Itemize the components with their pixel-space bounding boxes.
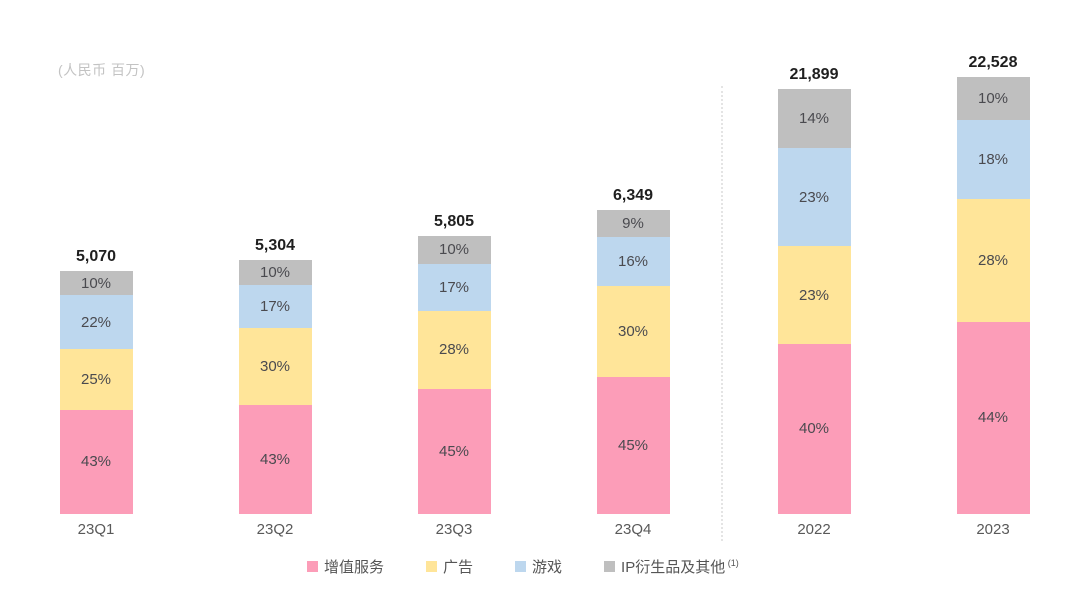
legend-item-广告: 广告 [426, 556, 473, 577]
percent-label: 10% [438, 241, 470, 259]
bar-23Q2: 10% 17% 30% 43% [238, 259, 312, 514]
percent-label: 43% [259, 450, 291, 468]
unit-label: (人民币 百万) [58, 62, 146, 78]
segment-广告: 28% [956, 199, 1030, 322]
percent-label: 18% [977, 151, 1009, 169]
percent-label: 14% [798, 110, 830, 128]
percent-label: 30% [259, 358, 291, 376]
segment-IP衍生品及其他: 10% [417, 235, 491, 264]
segment-增值服务: 45% [596, 377, 670, 514]
segment-增值服务: 45% [417, 388, 491, 514]
segment-广告: 30% [596, 285, 670, 378]
legend: 增值服务 广告 游戏 IP衍生品及其他 (1) [307, 556, 739, 577]
x-axis-label-23Q4: 23Q4 [614, 521, 652, 538]
total-label: 5,304 [254, 236, 296, 254]
percent-label: 45% [438, 442, 470, 460]
percent-label: 9% [622, 214, 644, 232]
total-label: 6,349 [612, 186, 654, 204]
percent-label: 40% [798, 420, 830, 438]
legend-swatch [307, 561, 318, 572]
percent-label: 17% [259, 298, 291, 316]
percent-label: 30% [617, 322, 649, 340]
bar-23Q3: 10% 17% 28% 45% [417, 235, 491, 514]
legend-item-游戏: 游戏 [515, 556, 562, 577]
bar-2022: 14% 23% 23% 40% [777, 88, 851, 514]
percent-label: 10% [259, 264, 291, 282]
segment-IP衍生品及其他: 10% [238, 259, 312, 286]
percent-label: 28% [438, 341, 470, 359]
percent-label: 22% [80, 313, 112, 331]
segment-游戏: 16% [596, 237, 670, 286]
x-axis-label-23Q1: 23Q1 [77, 521, 115, 538]
percent-label: 17% [438, 278, 470, 296]
legend-label: 游戏 [532, 559, 563, 576]
legend-swatch [426, 561, 438, 572]
segment-增值服务: 43% [238, 404, 312, 514]
segment-IP衍生品及其他: 9% [596, 209, 670, 238]
legend-label: 增值服务 [324, 559, 385, 576]
segment-游戏: 22% [59, 295, 133, 349]
total-label: 21,899 [789, 65, 839, 83]
legend-swatch [515, 561, 527, 572]
percent-label: 16% [617, 252, 649, 270]
segment-增值服务: 43% [59, 409, 133, 514]
x-axis-label-23Q2: 23Q2 [256, 521, 294, 538]
segment-IP衍生品及其他: 14% [777, 88, 851, 149]
percent-label: 10% [80, 274, 112, 292]
percent-label: 28% [977, 251, 1009, 269]
segment-游戏: 17% [238, 285, 312, 329]
percent-label: 23% [798, 188, 830, 206]
total-label: 5,070 [75, 248, 117, 265]
percent-label: 44% [977, 409, 1009, 427]
segment-增值服务: 44% [956, 321, 1030, 514]
legend-item-增值服务: 增值服务 [307, 556, 384, 577]
legend-label: 广告 [443, 559, 474, 576]
legend-item-IP衍生品及其他: IP衍生品及其他 (1) [604, 556, 739, 577]
legend-footnote-marker: (1) [725, 558, 739, 568]
bar-2023: 10% 18% 28% 44% [956, 76, 1030, 514]
segment-广告: 23% [777, 246, 851, 344]
x-axis-label-23Q3: 23Q3 [435, 521, 473, 538]
percent-label: 43% [80, 453, 112, 471]
segment-IP衍生品及其他: 10% [956, 76, 1030, 121]
total-label: 22,528 [968, 53, 1018, 71]
percent-label: 45% [617, 437, 649, 454]
quarter-annual-divider [721, 86, 723, 541]
legend-label: IP衍生品及其他 (1) [621, 558, 739, 576]
x-axis-label-2022: 2022 [797, 521, 831, 538]
total-label: 5,805 [433, 212, 475, 230]
segment-游戏: 18% [956, 120, 1030, 200]
percent-label: 10% [977, 90, 1009, 108]
percent-label: 25% [80, 370, 112, 388]
segment-游戏: 23% [777, 148, 851, 247]
segment-广告: 28% [417, 310, 491, 389]
segment-广告: 25% [59, 348, 133, 410]
bar-23Q1: 10% 22% 25% 43% [59, 271, 133, 514]
bar-23Q4: 9% 16% 30% 45% [596, 209, 670, 514]
percent-label: 23% [798, 286, 830, 304]
segment-增值服务: 40% [777, 343, 851, 514]
segment-IP衍生品及其他: 10% [59, 271, 133, 296]
x-axis-label-2023: 2023 [976, 521, 1010, 538]
segment-广告: 30% [238, 328, 312, 405]
segment-游戏: 17% [417, 263, 491, 311]
legend-swatch [604, 561, 616, 572]
